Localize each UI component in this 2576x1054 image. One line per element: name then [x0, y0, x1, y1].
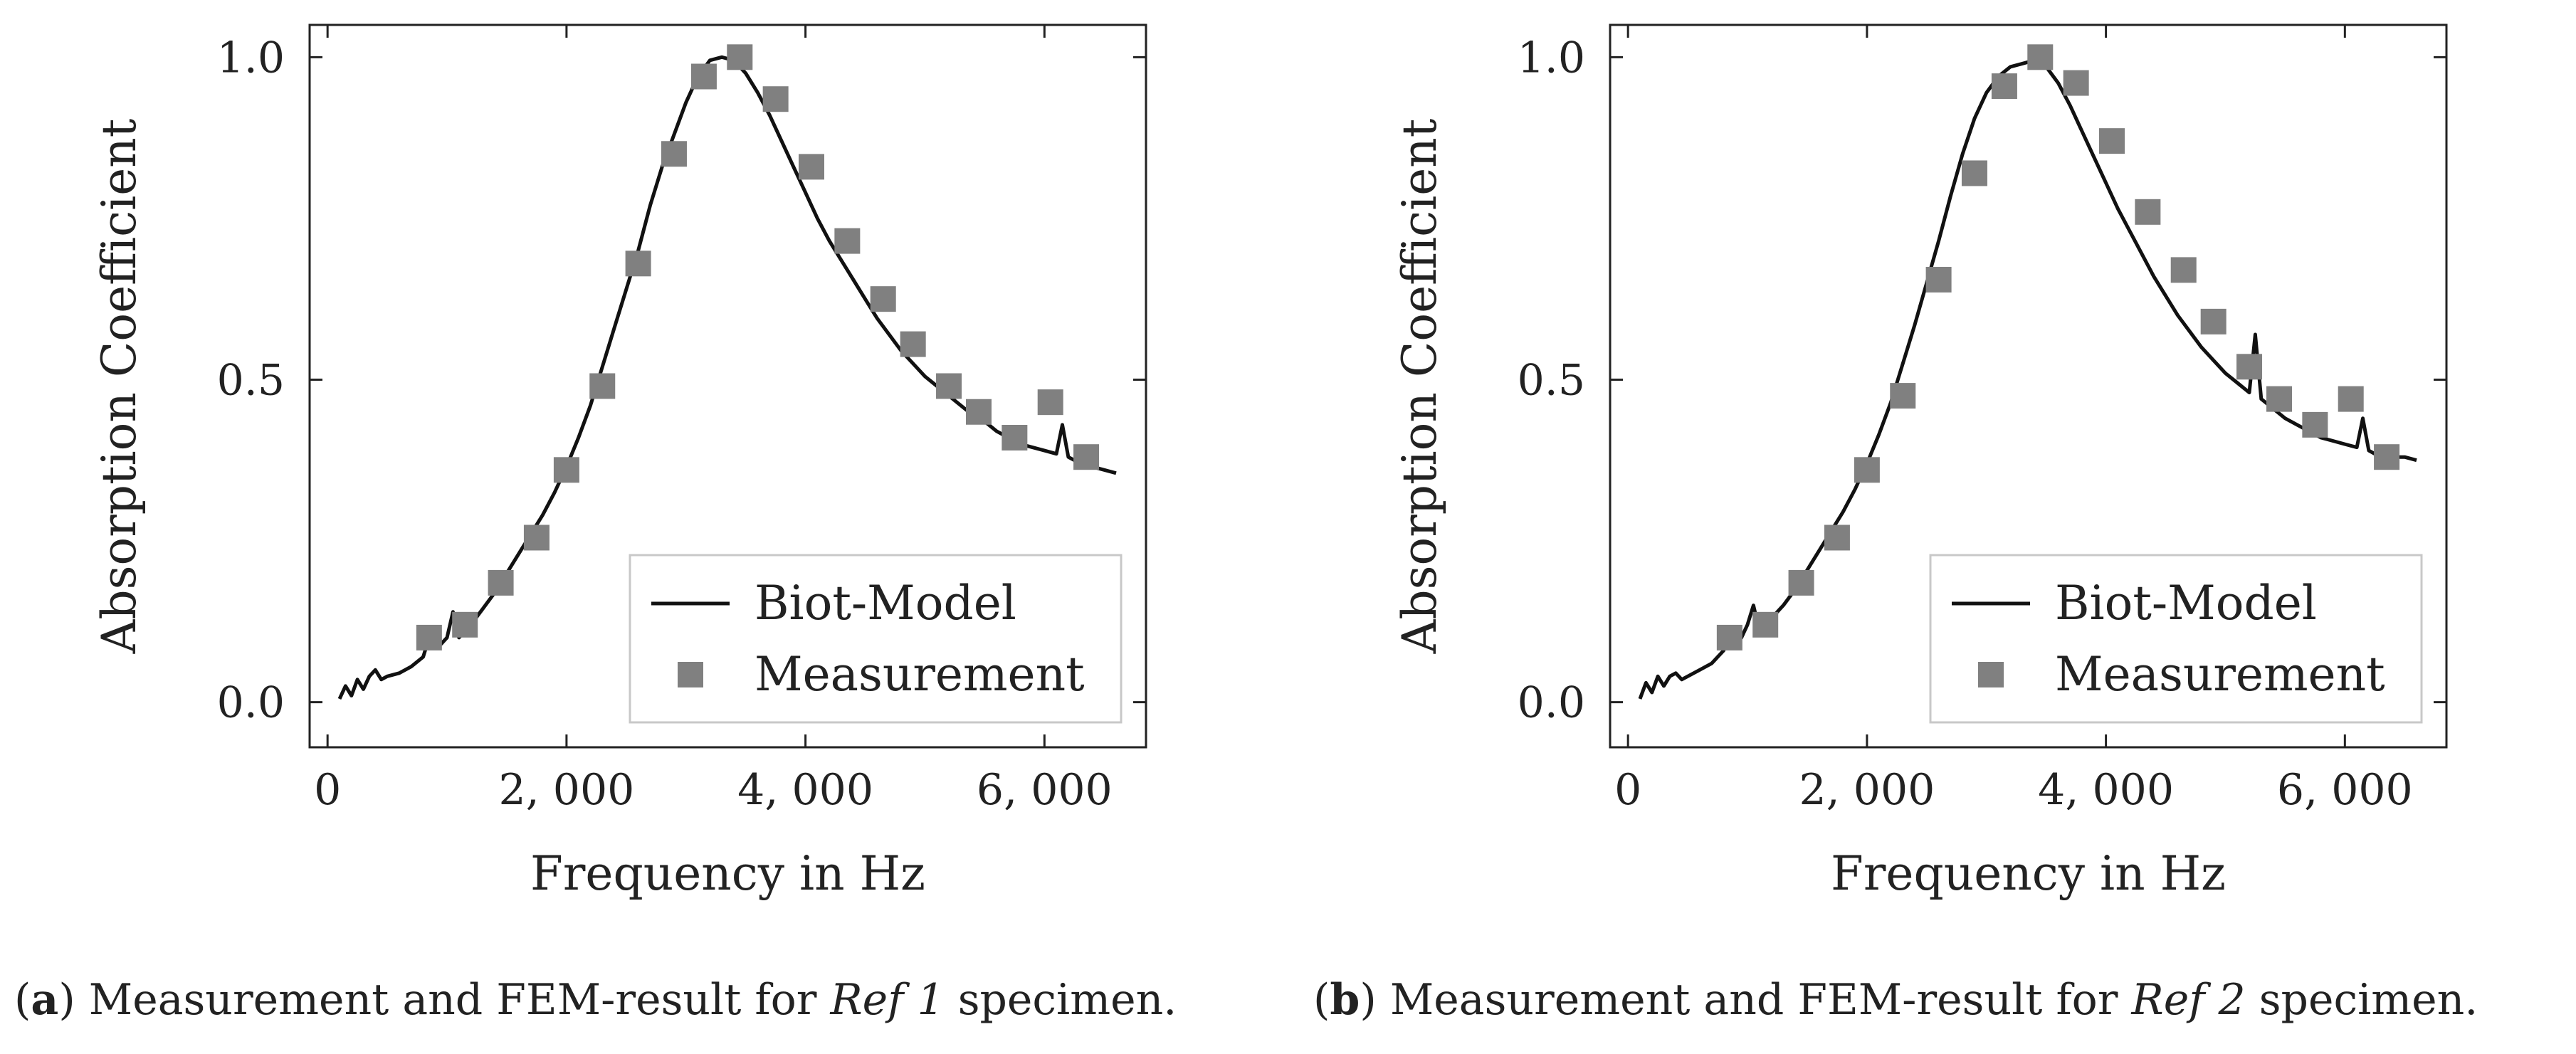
legend-label-measurement: Measurement	[2055, 647, 2385, 702]
measurement-point	[1854, 457, 1880, 483]
measurement-point	[799, 154, 824, 180]
caption-a-label: a	[31, 975, 59, 1025]
measurement-point	[2338, 386, 2364, 412]
measurement-point	[1991, 73, 2017, 100]
measurement-point	[488, 569, 514, 596]
measurement-point	[762, 86, 789, 112]
measurement-point	[936, 373, 962, 399]
measurement-point	[2170, 257, 2197, 283]
measurement-point	[661, 141, 687, 167]
legend: Biot-Model Measurement	[1929, 554, 2423, 724]
y-axis-label: Absorption Coefficient	[1392, 119, 1447, 655]
caption-b: (b) Measurement and FEM-result for Ref 2…	[1313, 975, 2478, 1025]
legend-label-biot-model: Biot-Model	[2055, 576, 2317, 631]
y-axis-label: Absorption Coefficient	[92, 119, 147, 655]
measurement-point	[900, 331, 926, 357]
measurement-point	[690, 63, 717, 90]
y-tick-label: 0.0	[1518, 678, 1585, 728]
x-tick-label: 2, 000	[498, 765, 634, 815]
caption-a-text: Measurement and FEM-result for	[88, 975, 831, 1025]
measurement-point	[416, 624, 442, 650]
x-tick-label: 4, 000	[737, 765, 873, 815]
measurement-point	[2099, 128, 2125, 154]
caption-b-text: Measurement and FEM-result for	[1389, 975, 2132, 1025]
measurement-point	[452, 611, 478, 638]
measurement-point	[1002, 425, 1028, 450]
caption-a-tail: specimen.	[944, 975, 1177, 1025]
measurement-point	[2266, 386, 2292, 412]
x-tick-label: 0	[1614, 765, 1641, 815]
caption-a-specimen: Ref 1	[830, 975, 945, 1025]
measurement-point	[966, 399, 992, 425]
caption-b-specimen: Ref 2	[2131, 975, 2246, 1025]
caption-b-label: b	[1330, 975, 1360, 1025]
chart-panel-b: 0 2, 000 4, 000 6, 000 0.0 0.5 1.0 Frequency in…	[1392, 23, 2448, 901]
y-tick-label: 1.0	[217, 33, 285, 83]
legend-label-biot-model: Biot-Model	[755, 576, 1016, 631]
measurement-point	[553, 457, 579, 483]
plot-frame	[308, 23, 1147, 749]
y-tick-label: 0.5	[217, 355, 285, 405]
x-tick-label: 6, 000	[977, 765, 1113, 815]
measurement-point	[2027, 44, 2054, 70]
y-tick-label: 0.0	[217, 678, 285, 728]
caption-a: (a) Measurement and FEM-result for Ref 1…	[14, 975, 1177, 1025]
measurement-point	[2135, 199, 2161, 225]
x-tick-label: 0	[314, 765, 341, 815]
x-tick-label: 4, 000	[2038, 765, 2174, 815]
caption-b-tail: specimen.	[2245, 975, 2478, 1025]
measurement-point	[1073, 444, 1100, 470]
x-tick-label: 2, 000	[1799, 765, 1935, 815]
measurement-point	[1890, 383, 1916, 409]
plot-frame	[1609, 23, 2448, 749]
measurement-point	[523, 525, 550, 551]
measurement-point	[1752, 611, 1779, 638]
legend-square-swatch	[678, 662, 703, 687]
measurement-point	[870, 286, 896, 312]
measurement-point	[1925, 266, 1952, 293]
legend: Biot-Model Measurement	[629, 554, 1123, 724]
measurement-point	[1037, 389, 1063, 416]
measurement-point	[589, 373, 616, 399]
measurement-point	[834, 228, 861, 254]
legend-square-swatch	[1978, 662, 2004, 687]
y-tick-label: 1.0	[1518, 33, 1585, 83]
chart-panel-a: 0 2, 000 4, 000 6, 000 0.0 0.5 1.0 Frequency in…	[92, 23, 1147, 901]
x-axis-label: Frequency in Hz	[1831, 846, 2226, 901]
measurement-point	[2200, 308, 2227, 334]
measurement-point	[1961, 160, 1987, 186]
legend-box	[1929, 554, 2423, 724]
measurement-point	[2302, 411, 2328, 438]
x-tick-label: 6, 000	[2277, 765, 2413, 815]
x-axis-label: Frequency in Hz	[530, 846, 925, 901]
measurement-point	[1716, 624, 1742, 650]
measurement-point	[1824, 525, 1850, 551]
measurement-point	[625, 251, 651, 277]
legend-label-measurement: Measurement	[755, 647, 1085, 702]
measurement-point	[2374, 444, 2400, 470]
measurement-point	[2063, 70, 2089, 96]
measurement-point	[727, 44, 753, 70]
measurement-point	[2236, 354, 2263, 380]
legend-box	[629, 554, 1123, 724]
y-tick-label: 0.5	[1518, 355, 1585, 405]
measurement-point	[1788, 569, 1814, 596]
